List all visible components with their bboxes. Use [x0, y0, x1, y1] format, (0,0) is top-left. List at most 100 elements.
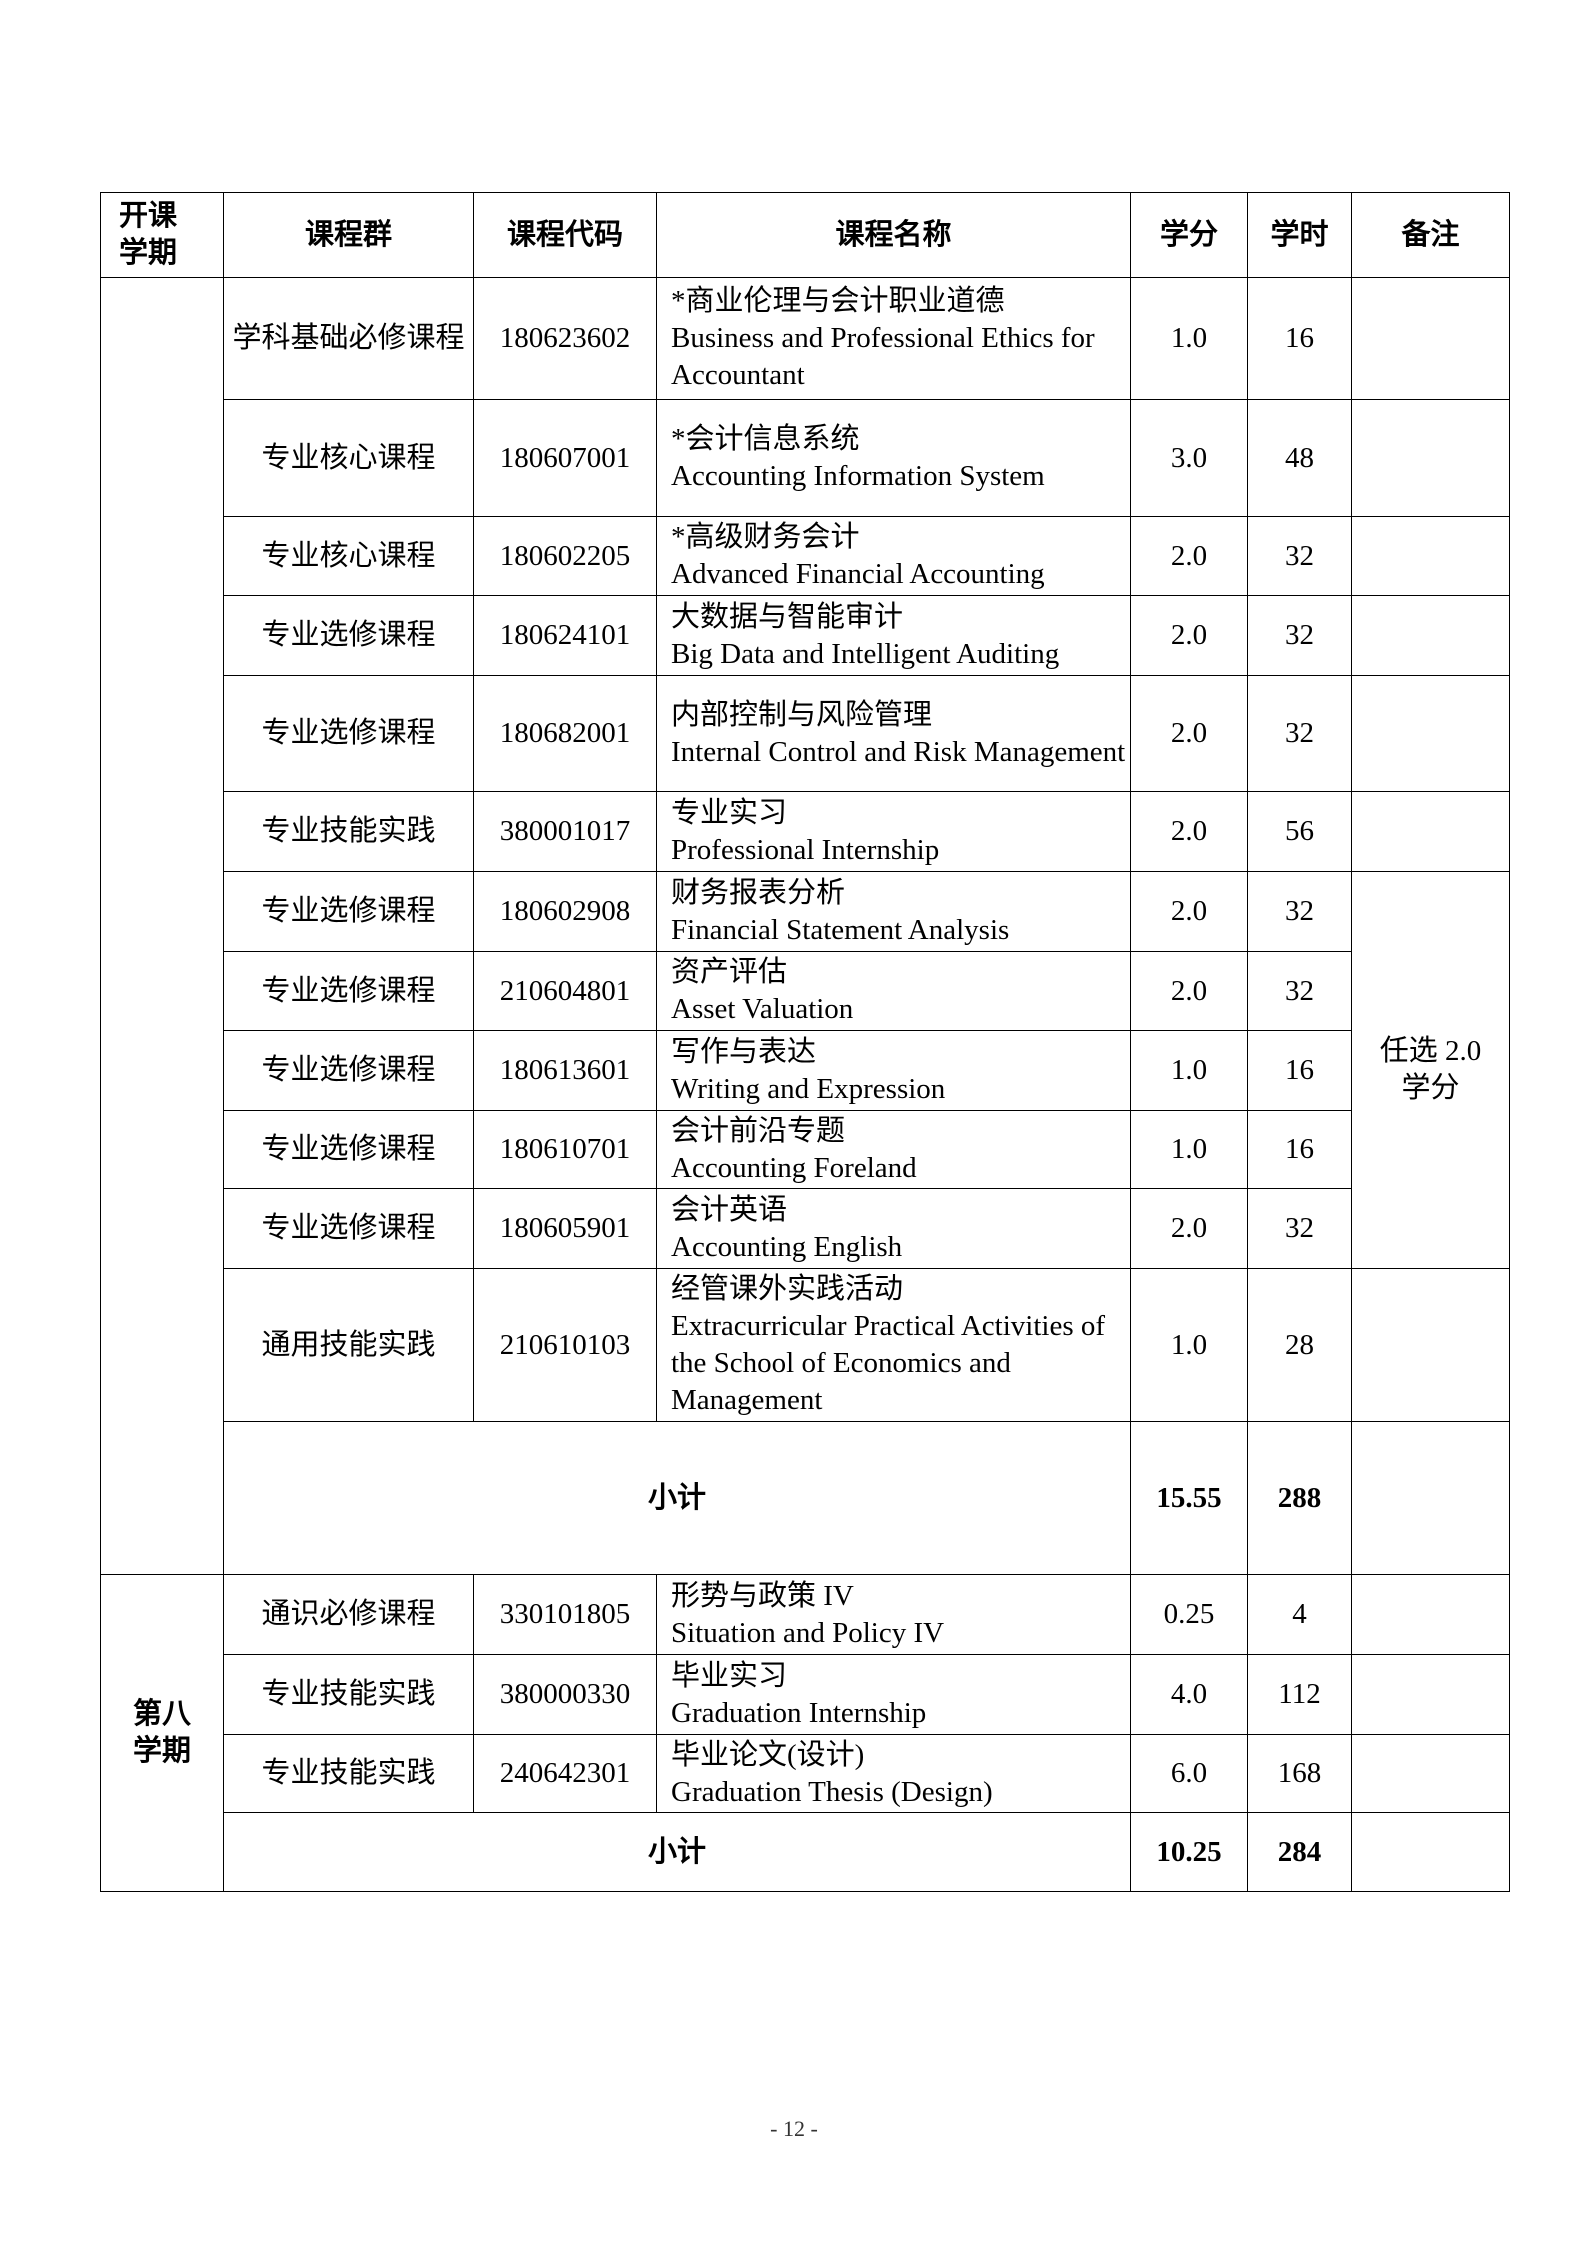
table-row: 专业选修课程 180605901 会计英语 Accounting English 2.0… [101, 1188, 1510, 1269]
course-group: 通识必修课程 [223, 1574, 474, 1655]
course-name-cn: *商业伦理与会计职业道德 [671, 285, 1005, 317]
course-credit: 2.0 [1130, 675, 1248, 792]
remark [1351, 1268, 1510, 1422]
remark [1351, 1574, 1510, 1655]
subtotal-hours: 288 [1247, 1421, 1352, 1575]
header-term: 开课 学期 [100, 192, 224, 278]
course-hours: 4 [1247, 1574, 1352, 1655]
course-code: 240642301 [473, 1734, 657, 1813]
course-name-en: Professional Internship [671, 833, 940, 866]
course-credit: 4.0 [1130, 1654, 1248, 1735]
page-number: - 12 - [770, 2116, 818, 2141]
course-hours: 32 [1247, 1188, 1352, 1269]
course-credit: 1.0 [1130, 1110, 1248, 1189]
course-credit: 2.0 [1130, 1188, 1248, 1269]
course-name-cn: 财务报表分析 [671, 876, 846, 909]
course-hours: 168 [1247, 1734, 1352, 1813]
course-name-cn: 专业实习 [671, 796, 788, 829]
course-code: 180605901 [473, 1188, 657, 1269]
course-credit: 2.0 [1130, 595, 1248, 676]
course-group: 专业核心课程 [223, 399, 474, 517]
course-group: 专业技能实践 [223, 791, 474, 872]
course-name: 毕业论文(设计) Graduation Thesis (Design) [656, 1734, 1131, 1813]
course-name-cn: 毕业论文(设计) [671, 1738, 865, 1771]
course-name-en: Business and Professional Ethics for Acc… [671, 322, 1095, 391]
table-row: 专业选修课程 180610701 会计前沿专题 Accounting Foreland… [101, 1110, 1510, 1189]
subtotal-row: 小计 15.55 288 [101, 1421, 1510, 1575]
course-name-en: Advanced Financial Accounting [671, 558, 1045, 590]
subtotal-credit: 15.55 [1130, 1421, 1248, 1575]
course-code: 180623602 [473, 277, 657, 400]
subtotal-credit: 10.25 [1130, 1812, 1248, 1892]
course-group: 专业选修课程 [223, 1188, 474, 1269]
course-name-en: Writing and Expression [671, 1072, 946, 1105]
course-name: 经管课外实践活动 Extracurricular Practical Activi… [656, 1268, 1131, 1422]
course-hours: 16 [1247, 1030, 1352, 1111]
course-name-cn: 毕业实习 [671, 1659, 788, 1692]
course-group: 专业选修课程 [223, 1110, 474, 1189]
course-credit: 1.0 [1130, 1030, 1248, 1111]
course-credit: 2.0 [1130, 791, 1248, 872]
course-hours: 32 [1247, 516, 1352, 596]
course-name-cn: *会计信息系统 [671, 423, 860, 455]
course-code: 180682001 [473, 675, 657, 792]
course-credit: 0.25 [1130, 1574, 1248, 1655]
course-name-cn: 形势与政策 IV [671, 1579, 854, 1612]
course-name-en: Graduation Thesis (Design) [671, 1775, 993, 1808]
course-code: 380000330 [473, 1654, 657, 1735]
table-row: 专业技能实践 240642301 毕业论文(设计) Graduation Thesis… [101, 1734, 1510, 1813]
course-name-cn: *高级财务会计 [671, 521, 860, 553]
term-label: 第八学期 [132, 1698, 191, 1767]
course-hours: 56 [1247, 791, 1352, 872]
course-name: *高级财务会计 Advanced Financial Accounting [656, 516, 1131, 596]
course-name: 内部控制与风险管理 Internal Control and Risk Manag… [656, 675, 1131, 792]
course-group: 专业选修课程 [223, 871, 474, 952]
table-row: 通用技能实践 210610103 经管课外实践活动 Extracurricular P… [101, 1268, 1510, 1422]
course-group: 通用技能实践 [223, 1268, 474, 1422]
table-row: 专业核心课程 180602205 *高级财务会计 Advanced Financial… [101, 516, 1510, 596]
header-hours: 学时 [1247, 192, 1352, 278]
course-hours: 32 [1247, 675, 1352, 792]
table-row: 专业选修课程 180613601 写作与表达 Writing and Expressi… [101, 1030, 1510, 1111]
course-name-cn: 会计前沿专题 [671, 1114, 846, 1147]
course-credit: 2.0 [1130, 516, 1248, 596]
course-hours: 28 [1247, 1268, 1352, 1422]
course-name-cn: 写作与表达 [671, 1035, 817, 1068]
course-name-cn: 会计英语 [671, 1193, 788, 1226]
course-group: 专业选修课程 [223, 675, 474, 792]
course-name-en: Accounting Information System [671, 460, 1045, 492]
course-code: 210604801 [473, 951, 657, 1031]
remark [1351, 791, 1510, 872]
course-code: 380001017 [473, 791, 657, 872]
header-code: 课程代码 [473, 192, 657, 278]
subtotal-label: 小计 [223, 1421, 1131, 1575]
course-name: 写作与表达 Writing and Expression [656, 1030, 1131, 1111]
remark [1351, 1654, 1510, 1735]
course-code: 330101805 [473, 1574, 657, 1655]
table-row: 专业选修课程 180682001 内部控制与风险管理 Internal Control… [101, 675, 1510, 792]
course-name: 形势与政策 IV Situation and Policy IV [656, 1574, 1131, 1655]
course-code: 180613601 [473, 1030, 657, 1111]
remark [1351, 675, 1510, 792]
remark [1351, 277, 1510, 400]
course-group: 专业技能实践 [223, 1654, 474, 1735]
course-hours: 32 [1247, 951, 1352, 1031]
table-row: 专业选修课程 210604801 资产评估 Asset Valuation 2.0 32 [101, 951, 1510, 1031]
course-name: 资产评估 Asset Valuation [656, 951, 1131, 1031]
course-code: 180607001 [473, 399, 657, 517]
course-group: 专业选修课程 [223, 1030, 474, 1111]
course-group: 专业核心课程 [223, 516, 474, 596]
course-code: 180602908 [473, 871, 657, 952]
term-cell: 第八学期 [100, 1574, 224, 1892]
table-row: 专业核心课程 180607001 *会计信息系统 Accounting Informa… [101, 399, 1510, 517]
subtotal-row: 小计 10.25 284 [101, 1812, 1510, 1892]
course-name-en: Financial Statement Analysis [671, 913, 1010, 946]
course-name: *商业伦理与会计职业道德 Business and Professional Et… [656, 277, 1131, 400]
course-code: 210610103 [473, 1268, 657, 1422]
remark [1351, 1734, 1510, 1813]
remark [1351, 1421, 1510, 1575]
course-name: 专业实习 Professional Internship [656, 791, 1131, 872]
course-name-cn: 经管课外实践活动 [671, 1273, 904, 1305]
course-name: 会计英语 Accounting English [656, 1188, 1131, 1269]
course-code: 180610701 [473, 1110, 657, 1189]
